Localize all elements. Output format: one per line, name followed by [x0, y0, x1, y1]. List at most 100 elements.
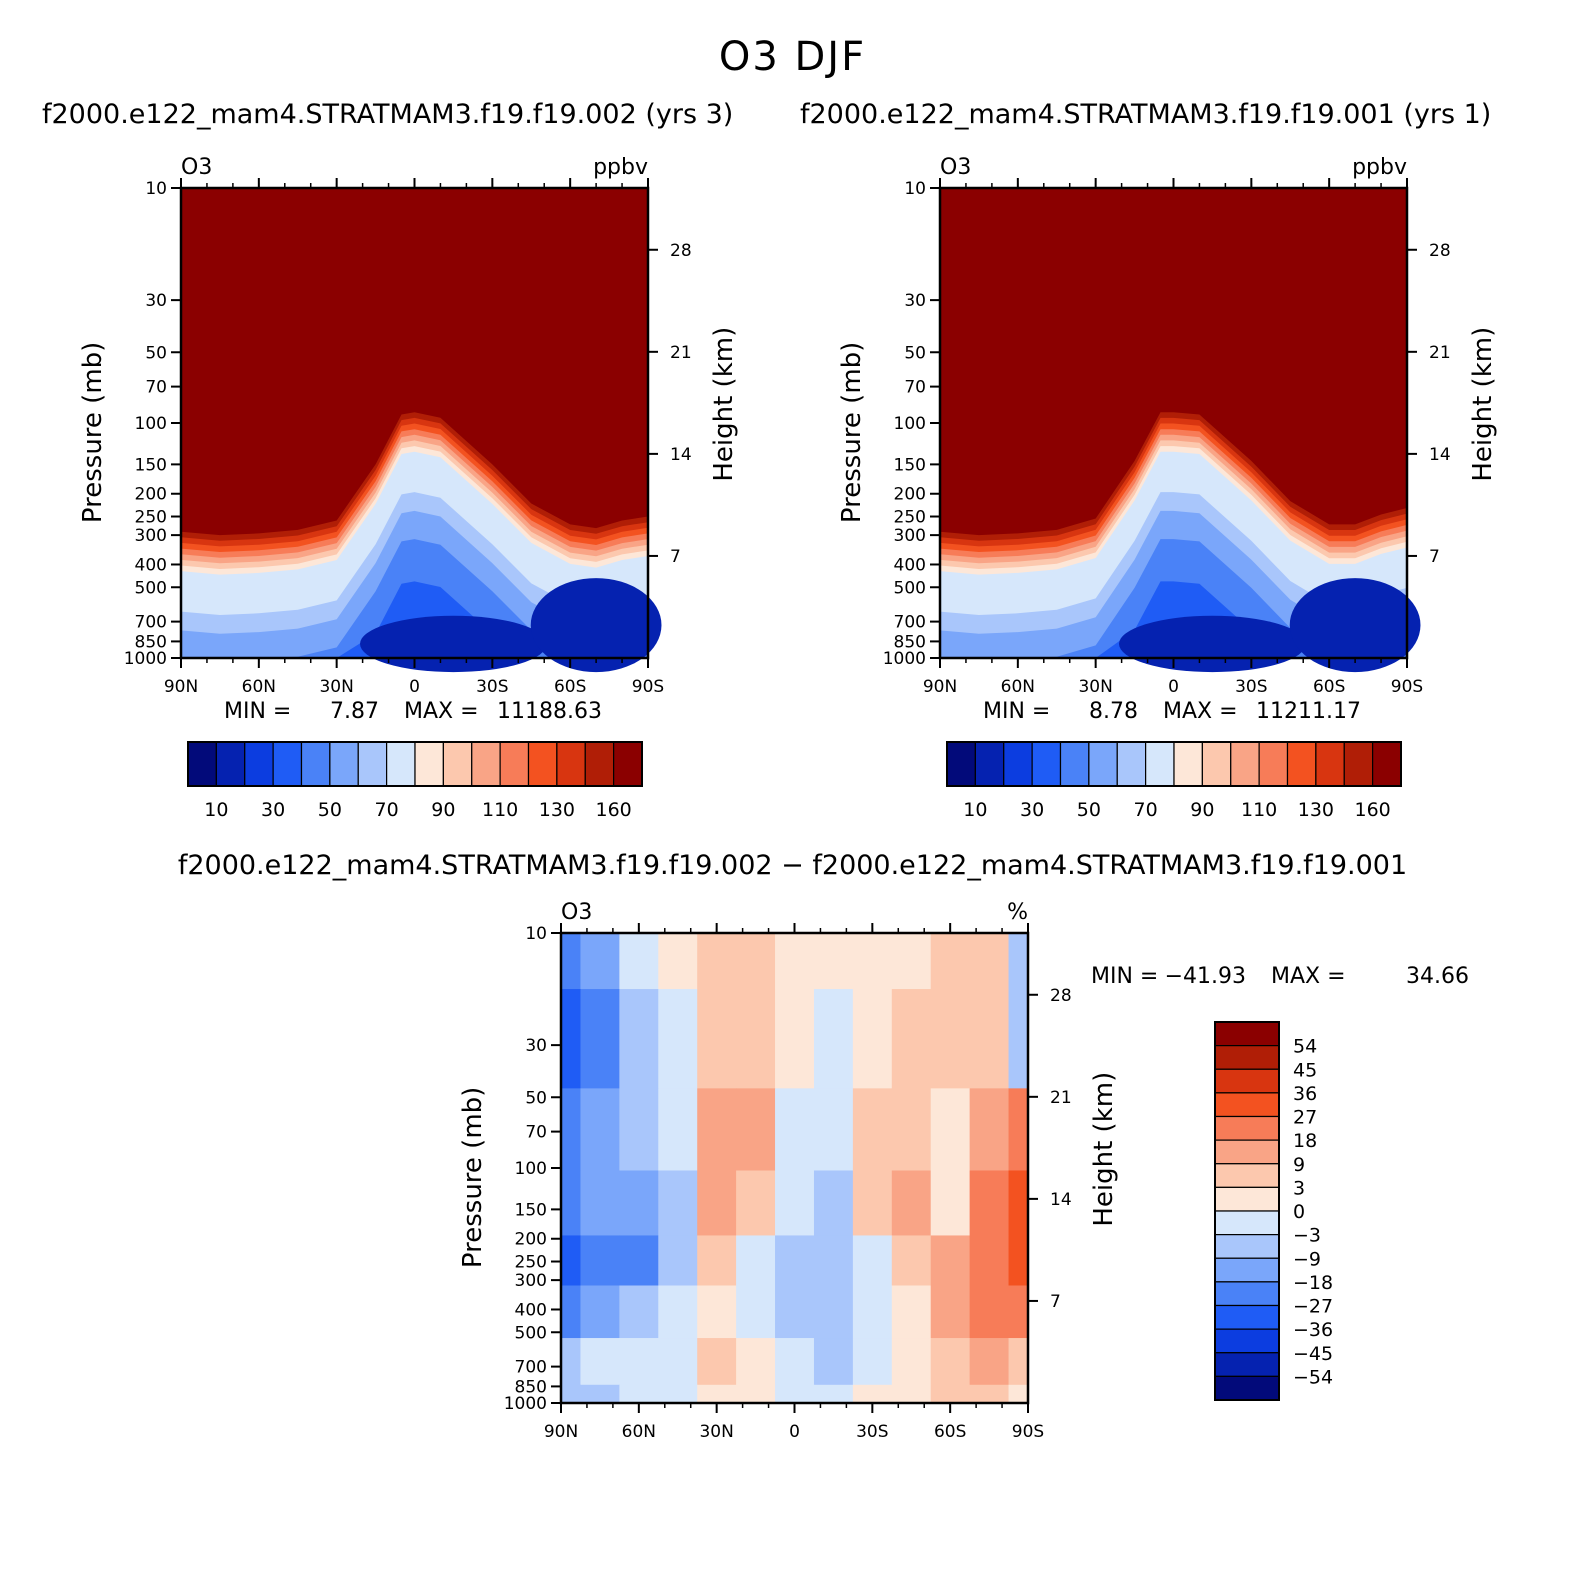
difference-panel-subtitle: f2000.e122_mam4.STRATMAM3.f19.f19.002 − … [177, 850, 1408, 881]
y2-tick-label: 7 [1050, 1292, 1061, 1312]
x-tick-label: 60S [554, 677, 586, 697]
x-tick-label: 90S [632, 677, 664, 697]
colorbar-label: 0 [1293, 1201, 1305, 1223]
min-value: 7.87 [330, 699, 379, 724]
contour-cell [775, 1384, 815, 1404]
panel-left: 90N 60N 30N 0 30S 60S 90S103050701001502002503… [78, 155, 739, 821]
contour-cell [658, 933, 698, 990]
colorbar-label: 70 [1134, 799, 1158, 821]
colorbar-swatch [1214, 1352, 1280, 1377]
y-tick-label: 1000 [883, 649, 926, 669]
colorbar-swatch [1214, 1210, 1280, 1236]
y-tick-label: 1000 [124, 649, 167, 669]
min-label: MIN = [983, 699, 1050, 724]
contour-cell [619, 1384, 659, 1404]
y2-axis-title: Height (km) [1089, 1072, 1119, 1227]
contour-cell [813, 989, 854, 1089]
y-tick-label: 100 [894, 414, 926, 434]
min-label: MIN = [1091, 964, 1158, 989]
contour-cell [813, 1285, 854, 1339]
x-tick-label: 60S [1313, 677, 1345, 697]
x-tick-label: 30S [856, 1422, 888, 1442]
contour-cell [736, 1088, 776, 1171]
x-tick-label: 90N [544, 1422, 578, 1442]
contour-cell [1008, 933, 1029, 990]
x-tick-label: 60N [622, 1422, 656, 1442]
contour-cell [775, 1235, 815, 1286]
colorbar-label: 54 [1293, 1036, 1317, 1058]
max-label: MAX = [1163, 699, 1238, 724]
panel-diff: 90N 60N 30N 0 30S 60S 90S103050701001502002503… [458, 900, 1469, 1442]
contour-cell [891, 1384, 932, 1404]
x-tick-label: 30N [319, 677, 353, 697]
contour-layer [1119, 615, 1306, 673]
contour-cell [813, 1235, 854, 1286]
colorbar-label: 90 [1190, 799, 1214, 821]
colorbar-swatch [1214, 1281, 1280, 1307]
colorbar-swatch [1286, 741, 1317, 787]
variable-label: O3 [181, 155, 212, 180]
contour-cell [930, 933, 971, 990]
y2-tick-label: 14 [670, 445, 692, 465]
contour-cell [697, 1338, 737, 1386]
colorbar-swatch [1214, 1068, 1280, 1094]
contour-cell [561, 989, 581, 1089]
contour-cell [561, 1384, 581, 1404]
contour-cell [930, 1338, 971, 1386]
y-tick-label: 150 [135, 455, 167, 475]
colorbar-swatch [1145, 741, 1175, 787]
contour-cell [697, 989, 737, 1089]
colorbar-swatch [946, 741, 976, 787]
contour-cell [736, 1170, 776, 1236]
contour-cell [658, 1088, 698, 1171]
colorbar-label: 70 [375, 799, 399, 821]
contour-cell [969, 933, 1010, 990]
contour-cell [658, 1384, 698, 1404]
contour-cell [561, 1235, 581, 1286]
colorbar-swatch [1372, 741, 1402, 787]
colorbar-swatch [1315, 741, 1345, 787]
contour-cell [891, 1338, 932, 1386]
y-axis-title: Pressure (mb) [78, 342, 108, 523]
panel-right: 90N 60N 30N 0 30S 60S 90S103050701001502002503… [837, 155, 1498, 821]
y2-tick-label: 28 [1429, 241, 1451, 261]
y-tick-label: 400 [515, 1300, 547, 1320]
contour-cell [619, 1170, 659, 1236]
x-tick-label: 60N [1001, 677, 1035, 697]
y-tick-label: 850 [894, 632, 926, 652]
contour-cell [891, 1088, 932, 1171]
y2-axis-title: Height (km) [709, 327, 739, 482]
colorbar-swatch [1214, 1328, 1280, 1354]
colorbar-label: 10 [204, 799, 228, 821]
colorbar-label: −54 [1293, 1366, 1333, 1388]
colorbar-label: 9 [1293, 1154, 1305, 1176]
contour-cell [852, 1235, 893, 1286]
contour-cell [891, 1285, 932, 1339]
y-tick-label: 10 [145, 179, 167, 199]
max-label: MAX = [1271, 964, 1346, 989]
max-value: 11188.63 [497, 699, 602, 724]
contour-cell [930, 1170, 971, 1236]
colorbar-label: 110 [482, 799, 518, 821]
max-label: MAX = [404, 699, 479, 724]
colorbar-label: 45 [1293, 1059, 1317, 1081]
colorbar-label: 90 [431, 799, 455, 821]
contour-cell [1008, 989, 1029, 1089]
colorbar-swatch [1116, 741, 1147, 787]
contour-cell [697, 1088, 737, 1171]
y-tick-label: 250 [135, 508, 167, 528]
contour-cell [736, 989, 776, 1089]
contour-cell [697, 933, 737, 990]
colorbar-swatch [300, 741, 331, 787]
y-tick-label: 150 [894, 455, 926, 475]
units-label: % [1007, 900, 1028, 925]
y-tick-label: 10 [904, 179, 926, 199]
contour-cell [930, 1384, 971, 1404]
colorbar-label: −36 [1293, 1319, 1333, 1341]
y2-axis-title: Height (km) [1468, 327, 1498, 482]
y-tick-label: 400 [894, 555, 926, 575]
colorbar-swatch [1173, 741, 1203, 787]
colorbar-label: −45 [1293, 1343, 1333, 1365]
colorbar-swatch [1214, 1115, 1280, 1141]
